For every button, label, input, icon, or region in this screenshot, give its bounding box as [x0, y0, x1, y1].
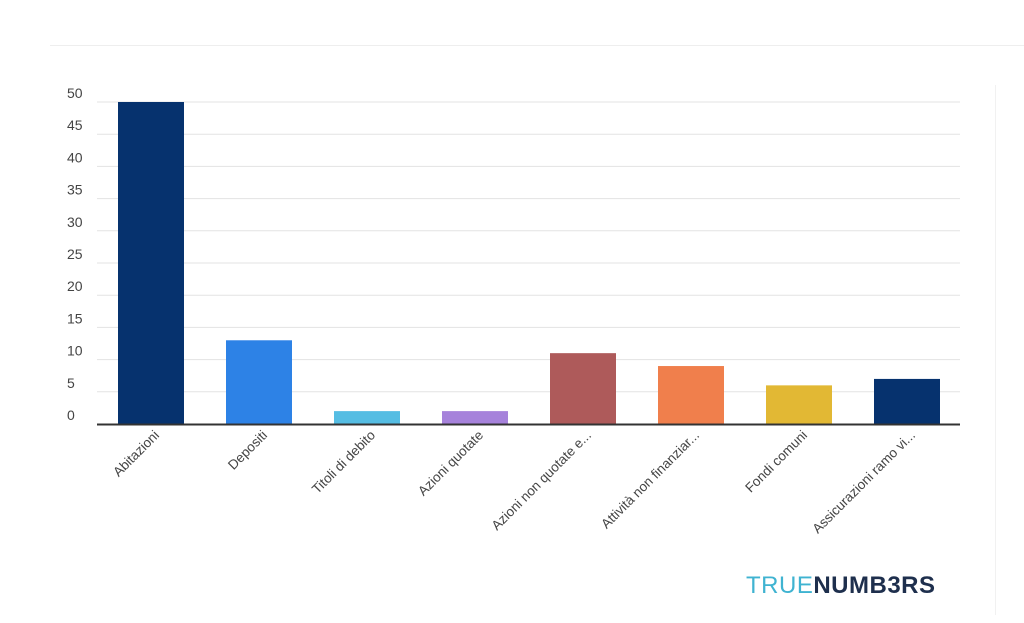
y-tick-label: 0	[67, 407, 75, 423]
right-divider	[995, 85, 996, 615]
y-tick-label: 45	[67, 117, 83, 133]
bar[interactable]	[334, 411, 400, 424]
x-tick-label: Attività non finanziar...	[598, 428, 702, 532]
y-tick-label: 30	[67, 214, 83, 230]
y-tick-label: 5	[67, 375, 75, 391]
y-tick-label: 35	[67, 182, 83, 198]
bar[interactable]	[766, 385, 832, 424]
y-axis-ticks: 0 5 10 15 20 25 30 35 40 45 50	[67, 85, 83, 423]
gridlines	[97, 101, 960, 393]
logo-part-true: TRUE	[746, 572, 814, 599]
x-axis-labels: Abitazioni Depositi Titoli di debito Azioni…	[110, 428, 918, 537]
truenumbers-logo: TRUENUMB3RS	[746, 572, 936, 600]
y-tick-label: 40	[67, 149, 83, 165]
x-tick-label: Abitazioni	[110, 428, 162, 480]
bar[interactable]	[226, 340, 292, 424]
y-tick-label: 20	[67, 278, 83, 294]
bar[interactable]	[118, 102, 184, 424]
x-tick-label: Azioni quotate	[415, 428, 486, 499]
x-tick-label: Titoli di debito	[309, 428, 378, 497]
x-tick-label: Assicurazioni ramo vi...	[809, 428, 918, 537]
logo-part-numb3rs: NUMB3RS	[813, 572, 936, 599]
bar[interactable]	[442, 411, 508, 424]
bar[interactable]	[550, 353, 616, 424]
bar[interactable]	[658, 366, 724, 424]
top-divider	[50, 45, 1024, 46]
y-tick-label: 15	[67, 310, 83, 326]
x-tick-label: Fondi comuni	[742, 428, 810, 496]
bar[interactable]	[874, 378, 940, 424]
x-tick-label: Depositi	[225, 428, 270, 473]
y-tick-label: 10	[67, 343, 83, 359]
bars	[118, 102, 940, 424]
y-tick-label: 50	[67, 85, 83, 101]
x-tick-label: Azioni non quotate e...	[489, 428, 595, 534]
y-tick-label: 25	[67, 246, 83, 262]
